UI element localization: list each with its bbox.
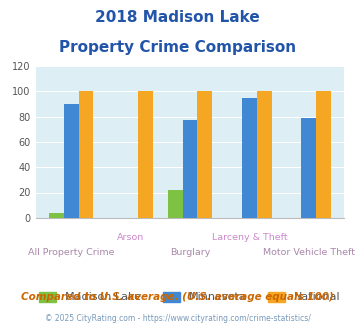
Text: Larceny & Theft: Larceny & Theft xyxy=(212,233,287,242)
Bar xyxy=(49,213,64,218)
Text: Property Crime Comparison: Property Crime Comparison xyxy=(59,40,296,54)
Bar xyxy=(64,104,78,218)
Legend: Madison Lake, Minnesota, National: Madison Lake, Minnesota, National xyxy=(35,287,345,307)
Text: Compared to U.S. average. (U.S. average equals 100): Compared to U.S. average. (U.S. average … xyxy=(21,292,334,302)
Text: All Property Crime: All Property Crime xyxy=(28,248,114,257)
Bar xyxy=(78,91,93,218)
Text: Burglary: Burglary xyxy=(170,248,210,257)
Bar xyxy=(197,91,212,218)
Bar xyxy=(316,91,331,218)
Text: Arson: Arson xyxy=(117,233,144,242)
Bar xyxy=(301,118,316,218)
Bar xyxy=(182,120,197,218)
Text: Motor Vehicle Theft: Motor Vehicle Theft xyxy=(263,248,355,257)
Text: © 2025 CityRating.com - https://www.cityrating.com/crime-statistics/: © 2025 CityRating.com - https://www.city… xyxy=(45,314,310,323)
Bar xyxy=(257,91,272,218)
Bar xyxy=(168,190,182,218)
Text: 2018 Madison Lake: 2018 Madison Lake xyxy=(95,10,260,25)
Bar xyxy=(138,91,153,218)
Bar xyxy=(242,98,257,218)
